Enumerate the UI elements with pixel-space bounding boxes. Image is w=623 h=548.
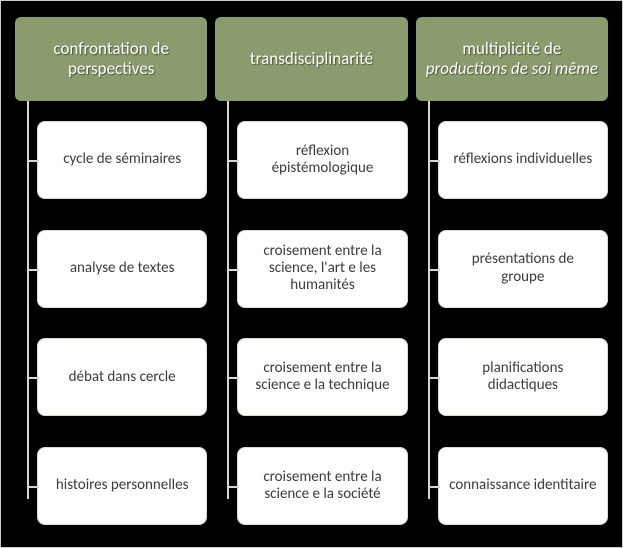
item-wrap: croisement entre la science e la société (237, 447, 407, 525)
item-label: planifications didactiques (449, 360, 597, 395)
item-wrap: cycle de séminaires (37, 121, 207, 199)
item-box: connaissance identitaire (438, 447, 608, 525)
item-box: croisement entre la science, l'art e les… (237, 230, 407, 308)
item-wrap: croisement entre la science e la techniq… (237, 338, 407, 416)
column-perspectives: confrontation de perspectives cycle de s… (15, 17, 207, 529)
header-productions: multiplicité de productions de soi même (416, 17, 608, 101)
column-transdisciplinarite: transdisciplinarité réflexion épistémolo… (215, 17, 407, 529)
item-box: croisement entre la science e la société (237, 447, 407, 525)
item-label: réflexions individuelles (453, 151, 592, 168)
item-wrap: présentations de groupe (438, 230, 608, 308)
header-transdisciplinarite: transdisciplinarité (215, 17, 407, 101)
item-box: croisement entre la science e la techniq… (237, 338, 407, 416)
items-list: cycle de séminaires analyse de textes dé… (15, 101, 207, 529)
item-label: cycle de séminaires (63, 151, 181, 168)
header-label: multiplicité de productions de soi même (424, 39, 600, 80)
item-box: réflexion épistémologique (237, 121, 407, 199)
item-label: croisement entre la science e la société (248, 469, 396, 504)
column-productions: multiplicité de productions de soi même … (416, 17, 608, 529)
item-wrap: planifications didactiques (438, 338, 608, 416)
item-wrap: réflexions individuelles (438, 121, 608, 199)
item-box: débat dans cercle (37, 338, 207, 416)
header-italic: productions de soi même (426, 58, 598, 79)
item-wrap: réflexion épistémologique (237, 121, 407, 199)
item-wrap: débat dans cercle (37, 338, 207, 416)
items-list: réflexion épistémologique croisement ent… (215, 101, 407, 529)
item-label: débat dans cercle (69, 369, 176, 386)
item-wrap: croisement entre la science, l'art e les… (237, 230, 407, 308)
item-label: connaissance identitaire (449, 477, 596, 494)
items-list: réflexions individuelles présentations d… (416, 101, 608, 529)
item-label: croisement entre la science e la techniq… (248, 360, 396, 395)
item-label: croisement entre la science, l'art e les… (248, 243, 396, 295)
diagram-canvas: confrontation de perspectives cycle de s… (0, 0, 623, 548)
item-wrap: connaissance identitaire (438, 447, 608, 525)
item-box: planifications didactiques (438, 338, 608, 416)
item-label: analyse de textes (70, 260, 175, 277)
header-label: transdisciplinarité (250, 49, 373, 69)
item-wrap: histoires personnelles (37, 447, 207, 525)
item-box: cycle de séminaires (37, 121, 207, 199)
item-wrap: analyse de textes (37, 230, 207, 308)
item-box: réflexions individuelles (438, 121, 608, 199)
item-label: présentations de groupe (449, 251, 597, 286)
item-label: réflexion épistémologique (248, 143, 396, 178)
item-label: histoires personnelles (56, 477, 189, 494)
item-box: analyse de textes (37, 230, 207, 308)
item-box: histoires personnelles (37, 447, 207, 525)
item-box: présentations de groupe (438, 230, 608, 308)
header-label: confrontation de perspectives (23, 39, 199, 80)
header-pre: multiplicité de (462, 38, 561, 59)
header-perspectives: confrontation de perspectives (15, 17, 207, 101)
